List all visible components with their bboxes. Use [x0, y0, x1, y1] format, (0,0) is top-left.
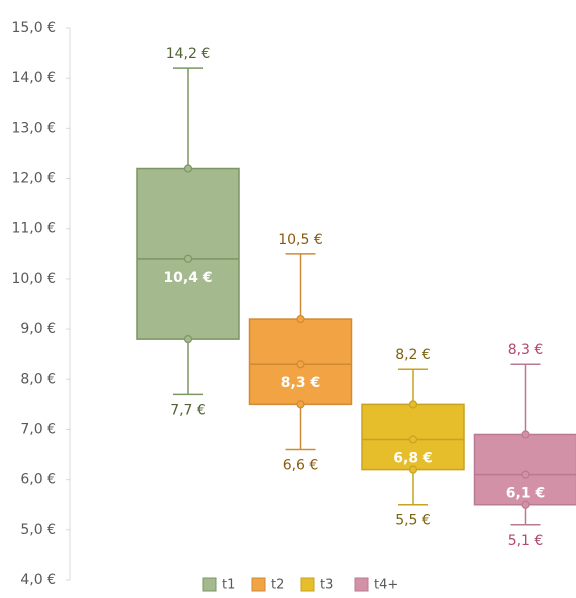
min-label: 7,7 €: [170, 402, 206, 418]
y-tick-label: 13,0 €: [11, 120, 56, 136]
quartile-marker: [297, 316, 304, 323]
median-label: 6,1 €: [506, 486, 545, 502]
y-tick-label: 12,0 €: [11, 171, 56, 187]
quartile-marker: [410, 401, 417, 408]
max-label: 10,5 €: [278, 232, 323, 248]
quartile-marker: [185, 336, 192, 343]
legend-swatch: [203, 578, 216, 591]
y-tick-label: 4,0 €: [20, 572, 56, 588]
min-label: 5,5 €: [395, 513, 431, 529]
median-label: 6,8 €: [393, 450, 432, 466]
quartile-marker: [522, 431, 529, 438]
quartile-marker: [185, 255, 192, 262]
y-tick-label: 7,0 €: [20, 421, 56, 437]
y-tick-label: 9,0 €: [20, 321, 56, 337]
max-label: 8,3 €: [508, 342, 544, 358]
legend-label: t2: [271, 578, 284, 593]
y-tick-label: 14,0 €: [11, 70, 56, 86]
legend-label: t3: [320, 578, 333, 593]
y-tick-label: 8,0 €: [20, 371, 56, 387]
median-label: 8,3 €: [281, 375, 320, 391]
y-tick-label: 10,0 €: [11, 271, 56, 287]
legend-label: t4+: [374, 578, 398, 593]
quartile-marker: [522, 471, 529, 478]
box: [137, 169, 239, 340]
quartile-marker: [297, 401, 304, 408]
min-label: 6,6 €: [283, 458, 319, 474]
min-label: 5,1 €: [508, 533, 544, 549]
y-tick-label: 15,0 €: [11, 20, 56, 36]
legend-swatch: [355, 578, 368, 591]
median-label: 10,4 €: [163, 270, 212, 286]
max-label: 8,2 €: [395, 347, 431, 363]
quartile-marker: [522, 501, 529, 508]
max-label: 14,2 €: [166, 46, 211, 62]
legend-swatch: [301, 578, 314, 591]
legend-swatch: [252, 578, 265, 591]
legend-label: t1: [222, 578, 235, 593]
y-tick-label: 6,0 €: [20, 472, 56, 488]
quartile-marker: [410, 466, 417, 473]
quartile-marker: [410, 436, 417, 443]
y-tick-label: 11,0 €: [11, 221, 56, 237]
y-tick-label: 5,0 €: [20, 522, 56, 538]
quartile-marker: [185, 165, 192, 172]
quartile-marker: [297, 361, 304, 368]
